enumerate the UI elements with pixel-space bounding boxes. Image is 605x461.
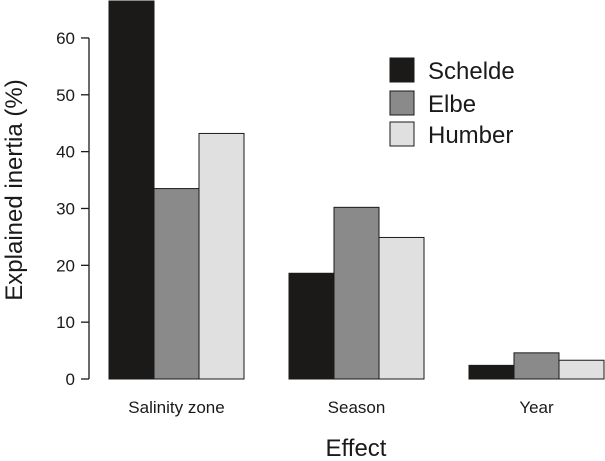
- bar-elbe: [333, 206, 380, 380]
- bar-schelde: [288, 272, 335, 380]
- x-axis-tick-labels: Salinity zone Season Year: [128, 398, 554, 417]
- y-tick-label: 40: [56, 143, 75, 162]
- x-tick-label: Salinity zone: [128, 398, 224, 417]
- legend-swatch-humber: [389, 121, 415, 147]
- bar-schelde: [108, 0, 155, 380]
- y-axis-title: Explained inertia (%): [1, 79, 28, 300]
- x-tick-label: Season: [328, 398, 386, 417]
- y-tick-label: 30: [56, 199, 75, 218]
- legend-swatch-schelde: [389, 57, 415, 83]
- legend-label-schelde: Schelde: [428, 58, 515, 85]
- x-tick-label: Year: [519, 398, 554, 417]
- y-tick-label: 0: [66, 370, 75, 389]
- bar-schelde: [468, 364, 515, 380]
- bar-humber: [378, 236, 425, 380]
- y-tick-label: 60: [56, 29, 75, 48]
- legend-label-elbe: Elbe: [428, 91, 476, 118]
- y-axis: 0 10 20 30 40 50 60: [56, 29, 90, 389]
- y-tick-label: 10: [56, 313, 75, 332]
- bar-elbe: [153, 188, 200, 380]
- y-tick-label: 20: [56, 256, 75, 275]
- legend-label-humber: Humber: [428, 122, 513, 149]
- bar-humber: [198, 132, 245, 380]
- x-axis-title: Effect: [326, 435, 387, 461]
- bar-humber: [558, 359, 605, 380]
- legend-swatch-elbe: [389, 90, 415, 116]
- bar-elbe: [513, 352, 560, 380]
- bars: [108, 0, 605, 380]
- y-tick-label: 50: [56, 86, 75, 105]
- legend: Schelde Elbe Humber: [389, 57, 515, 149]
